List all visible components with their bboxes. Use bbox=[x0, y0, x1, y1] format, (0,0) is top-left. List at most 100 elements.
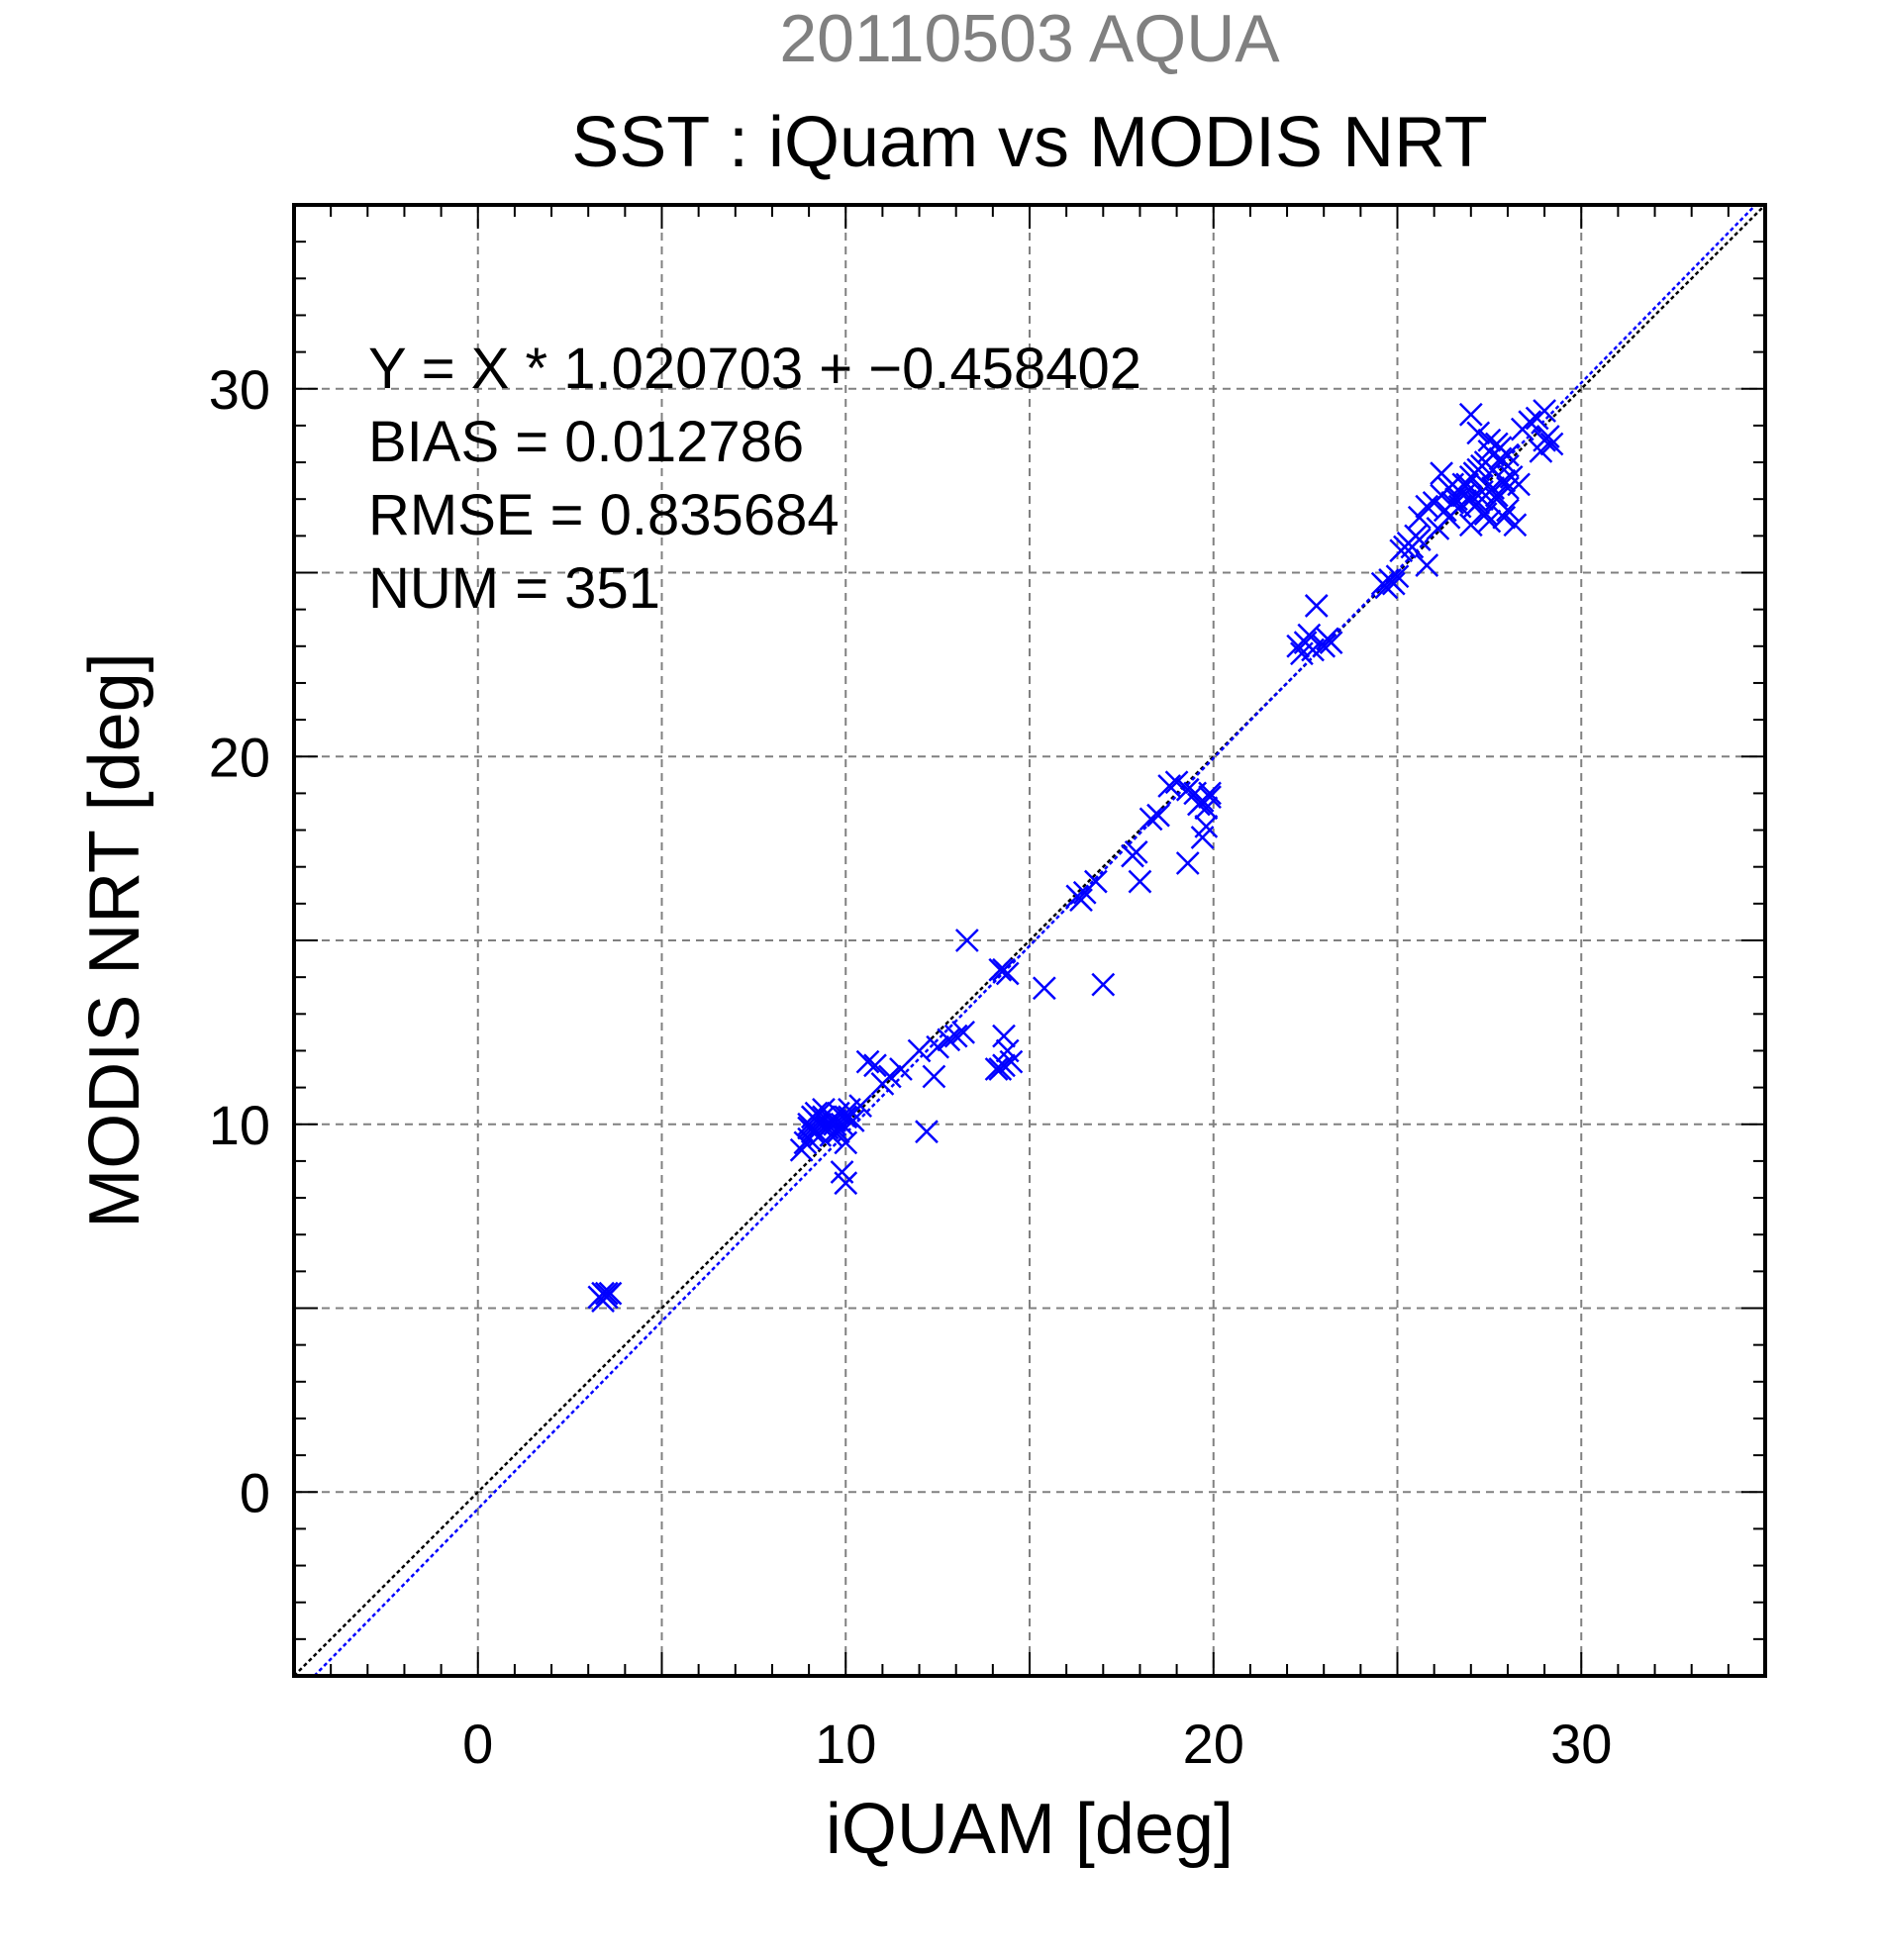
marker-stroke bbox=[1175, 777, 1200, 802]
marker-stroke bbox=[1518, 410, 1542, 435]
data-point bbox=[1385, 564, 1410, 589]
marker-stroke bbox=[1194, 814, 1219, 838]
data-point bbox=[1533, 399, 1556, 423]
marker-stroke bbox=[594, 1281, 619, 1306]
data-point bbox=[1304, 594, 1329, 618]
marker-stroke bbox=[1385, 564, 1410, 589]
data-point bbox=[1157, 774, 1182, 798]
marker-stroke bbox=[800, 1120, 825, 1144]
marker-stroke bbox=[1164, 770, 1189, 795]
data-point bbox=[1492, 505, 1517, 530]
data-point bbox=[943, 1024, 968, 1048]
data-point bbox=[1128, 869, 1152, 894]
data-point bbox=[800, 1120, 825, 1144]
marker-stroke bbox=[855, 1049, 880, 1074]
y-axis-label: MODIS NRT [deg] bbox=[75, 652, 154, 1228]
data-point bbox=[954, 929, 979, 952]
data-point bbox=[907, 1038, 932, 1063]
data-point bbox=[992, 957, 1016, 982]
marker-stroke bbox=[995, 1038, 1020, 1063]
data-point bbox=[992, 1053, 1016, 1078]
data-point bbox=[812, 1098, 836, 1122]
data-point bbox=[1091, 972, 1116, 997]
data-point bbox=[1466, 421, 1491, 445]
marker-stroke bbox=[1393, 535, 1417, 559]
data-point bbox=[594, 1281, 619, 1306]
marker-stroke bbox=[1503, 513, 1528, 538]
marker-stroke bbox=[984, 1057, 1009, 1081]
data-point bbox=[1477, 428, 1502, 452]
data-point bbox=[995, 1038, 1020, 1063]
marker-stroke bbox=[915, 1120, 939, 1144]
data-point bbox=[1319, 631, 1343, 654]
marker-stroke bbox=[937, 1028, 961, 1052]
data-point bbox=[937, 1028, 961, 1052]
marker-stroke bbox=[1458, 513, 1483, 538]
x-tick-labels: 0 10 20 30 bbox=[462, 1713, 1612, 1775]
marker-stroke bbox=[804, 1101, 829, 1126]
marker-stroke bbox=[1124, 839, 1148, 864]
marker-stroke bbox=[1451, 483, 1476, 508]
marker-stroke bbox=[926, 1034, 950, 1059]
marker-stroke bbox=[830, 1160, 854, 1184]
data-point bbox=[951, 1020, 976, 1044]
data-point bbox=[922, 1064, 946, 1089]
data-point bbox=[926, 1034, 950, 1059]
marker-stroke bbox=[1496, 498, 1520, 523]
data-point bbox=[1393, 535, 1417, 559]
marker-stroke bbox=[1157, 774, 1182, 798]
marker-stroke bbox=[1175, 851, 1200, 875]
data-point bbox=[1069, 888, 1093, 913]
marker-stroke bbox=[1458, 487, 1483, 512]
data-point bbox=[1032, 976, 1056, 1001]
annotation-fit-equation: Y = X * 1.020703 + −0.458402 bbox=[368, 337, 1141, 401]
data-point bbox=[1198, 785, 1222, 809]
marker-stroke bbox=[1496, 453, 1520, 478]
chart-title: SST : iQuam vs MODIS NRT bbox=[571, 103, 1488, 182]
marker-stroke bbox=[1484, 483, 1509, 508]
marker-stroke bbox=[1539, 432, 1564, 456]
data-point bbox=[855, 1049, 880, 1074]
marker-stroke bbox=[943, 1024, 968, 1048]
data-point bbox=[877, 1064, 902, 1089]
data-point bbox=[1146, 803, 1170, 828]
data-point bbox=[1477, 509, 1502, 534]
x-axis-label: iQUAM [deg] bbox=[826, 1790, 1234, 1869]
data-point bbox=[988, 957, 1013, 982]
data-point bbox=[1518, 410, 1542, 435]
data-point bbox=[838, 1105, 861, 1129]
data-point bbox=[1466, 491, 1491, 515]
marker-stroke bbox=[1138, 807, 1163, 832]
marker-stroke bbox=[1492, 505, 1517, 530]
marker-stroke bbox=[1477, 428, 1502, 452]
data-point bbox=[1312, 634, 1336, 658]
data-point bbox=[834, 1105, 858, 1129]
stats-annotations: Y = X * 1.020703 + −0.458402 BIAS = 0.01… bbox=[368, 337, 1141, 621]
marker-stroke bbox=[1198, 785, 1222, 809]
data-point bbox=[1496, 498, 1520, 523]
marker-stroke bbox=[1312, 634, 1336, 658]
annotation-bias: BIAS = 0.012786 bbox=[368, 410, 804, 474]
marker-stroke bbox=[1381, 571, 1406, 596]
marker-stroke bbox=[999, 1049, 1024, 1074]
data-point bbox=[1297, 623, 1322, 647]
marker-stroke bbox=[889, 1057, 913, 1081]
data-point bbox=[1458, 513, 1483, 538]
data-point bbox=[1175, 851, 1200, 875]
data-point bbox=[789, 1137, 814, 1162]
marker-stroke bbox=[1415, 553, 1439, 577]
marker-stroke bbox=[1146, 803, 1170, 828]
data-point bbox=[830, 1160, 854, 1184]
marker-stroke bbox=[1407, 528, 1432, 551]
marker-stroke bbox=[1319, 631, 1343, 654]
marker-stroke bbox=[838, 1105, 861, 1129]
data-point bbox=[1415, 494, 1439, 519]
data-point bbox=[1481, 457, 1505, 482]
marker-stroke bbox=[1032, 976, 1056, 1001]
x-tick-label: 20 bbox=[1183, 1713, 1244, 1775]
data-point bbox=[984, 1057, 1009, 1081]
data-point bbox=[591, 1289, 615, 1313]
data-point bbox=[819, 1109, 843, 1132]
marker-stroke bbox=[1304, 594, 1329, 618]
